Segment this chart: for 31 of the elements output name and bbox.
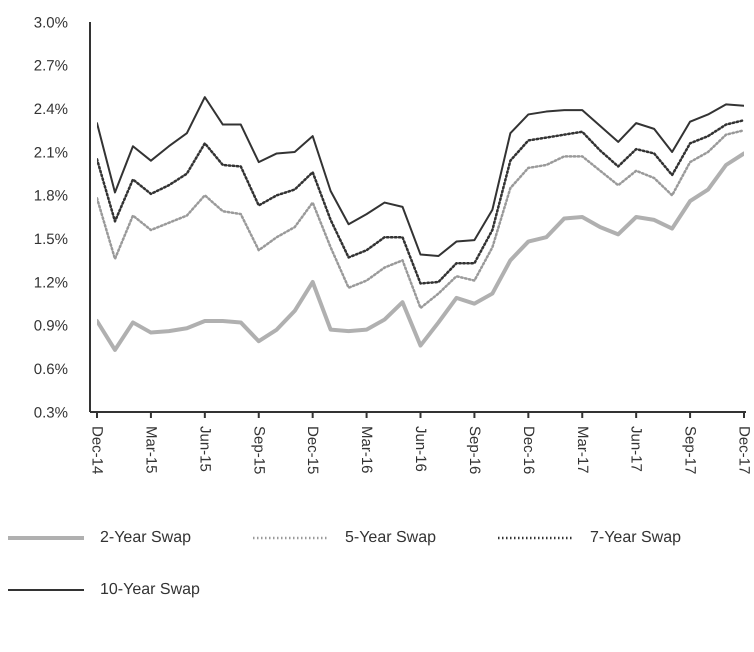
y-tick-label: 0.9% — [34, 318, 68, 335]
y-tick-label: 2.1% — [34, 144, 68, 162]
x-tick-label: Mar-17 — [574, 426, 591, 474]
y-tick-label: 0.6% — [34, 360, 68, 378]
line-series — [97, 118, 744, 285]
x-tick-label: Jun-17 — [628, 426, 645, 472]
legend-label: 7-Year Swap — [590, 529, 682, 547]
x-tick-label: Dec-16 — [520, 426, 537, 474]
x-tick-label: Mar-16 — [358, 426, 376, 474]
line-series — [97, 129, 744, 310]
line-series — [97, 96, 744, 257]
legend-label: 10-Year Swap — [100, 581, 200, 599]
y-tick-label: 2.4% — [34, 100, 68, 118]
x-tick-label: Jun-16 — [412, 426, 429, 472]
y-tick-label: 2.7% — [34, 58, 68, 75]
x-tick-label: Dec-17 — [736, 426, 752, 474]
x-tick-label: Sep-15 — [250, 426, 268, 474]
y-tick-label: 3.0% — [34, 14, 68, 32]
legend-label: 2-Year Swap — [100, 529, 192, 547]
line-series — [97, 151, 744, 352]
y-tick-label: 1.8% — [34, 188, 68, 205]
x-tick-label: Mar-15 — [142, 426, 160, 474]
y-tick-label: 1.5% — [34, 230, 68, 248]
y-tick-label: 1.2% — [34, 274, 68, 292]
x-tick-label: Dec-14 — [88, 426, 106, 474]
x-tick-label: Sep-17 — [682, 426, 699, 474]
y-tick-label: 0.3% — [34, 404, 68, 422]
x-tick-label: Jun-15 — [196, 426, 214, 472]
legend-label: 5-Year Swap — [345, 529, 436, 547]
x-tick-label: Dec-15 — [304, 426, 322, 474]
x-tick-label: Sep-16 — [466, 426, 483, 474]
